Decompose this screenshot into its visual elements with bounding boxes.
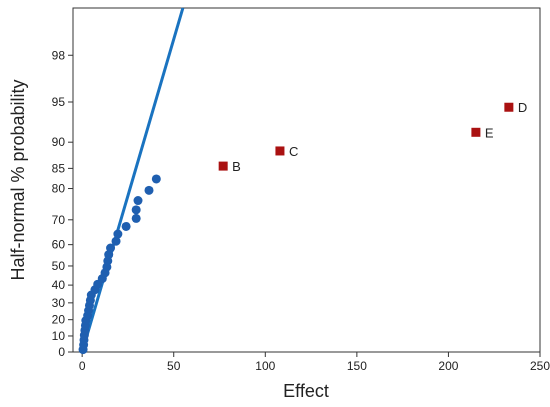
y-tick-label: 60 [52,238,66,252]
highlighted-effect-point [218,161,228,171]
y-tick-label: 90 [52,135,66,149]
y-tick-label: 40 [52,278,66,292]
x-tick-label: 0 [79,359,86,373]
y-tick-label: 98 [52,48,66,62]
x-axis-title: Effect [283,381,329,401]
effect-label: E [485,125,494,140]
data-point [113,229,123,239]
x-tick-label: 150 [347,359,367,373]
y-tick-label: 80 [52,182,66,196]
highlighted-effect-point [504,102,514,112]
data-point [106,243,116,253]
data-points: B C E D [78,100,527,355]
data-point [144,185,154,195]
highlighted-effect-point [471,127,481,137]
y-axis: 0 10 20 30 40 50 60 70 80 85 90 95 98 [52,48,73,359]
data-point [131,205,141,215]
y-tick-label: 50 [52,259,66,273]
x-tick-label: 200 [438,359,458,373]
highlighted-effect-point [275,146,285,156]
reference-line [80,7,185,353]
reference-line-group [80,7,185,353]
data-point [151,174,161,184]
effect-label: D [518,100,527,115]
y-tick-label: 20 [52,313,66,327]
y-axis-title: Half-normal % probability [8,79,28,280]
y-tick-label: 0 [58,345,65,359]
x-axis: 0 50 100 150 200 250 [79,352,550,373]
effect-label: C [289,144,298,159]
data-point [111,236,121,246]
effect-label: B [232,159,241,174]
data-point [131,213,141,223]
plot-frame [72,7,541,353]
x-tick-label: 250 [530,359,550,373]
y-tick-label: 95 [52,95,66,109]
y-tick-label: 30 [52,296,66,310]
data-point [133,196,143,206]
data-point [121,221,131,231]
y-tick-label: 85 [52,161,66,175]
y-tick-label: 10 [52,329,66,343]
x-tick-label: 100 [255,359,275,373]
y-tick-label: 70 [52,213,66,227]
x-tick-label: 50 [167,359,181,373]
